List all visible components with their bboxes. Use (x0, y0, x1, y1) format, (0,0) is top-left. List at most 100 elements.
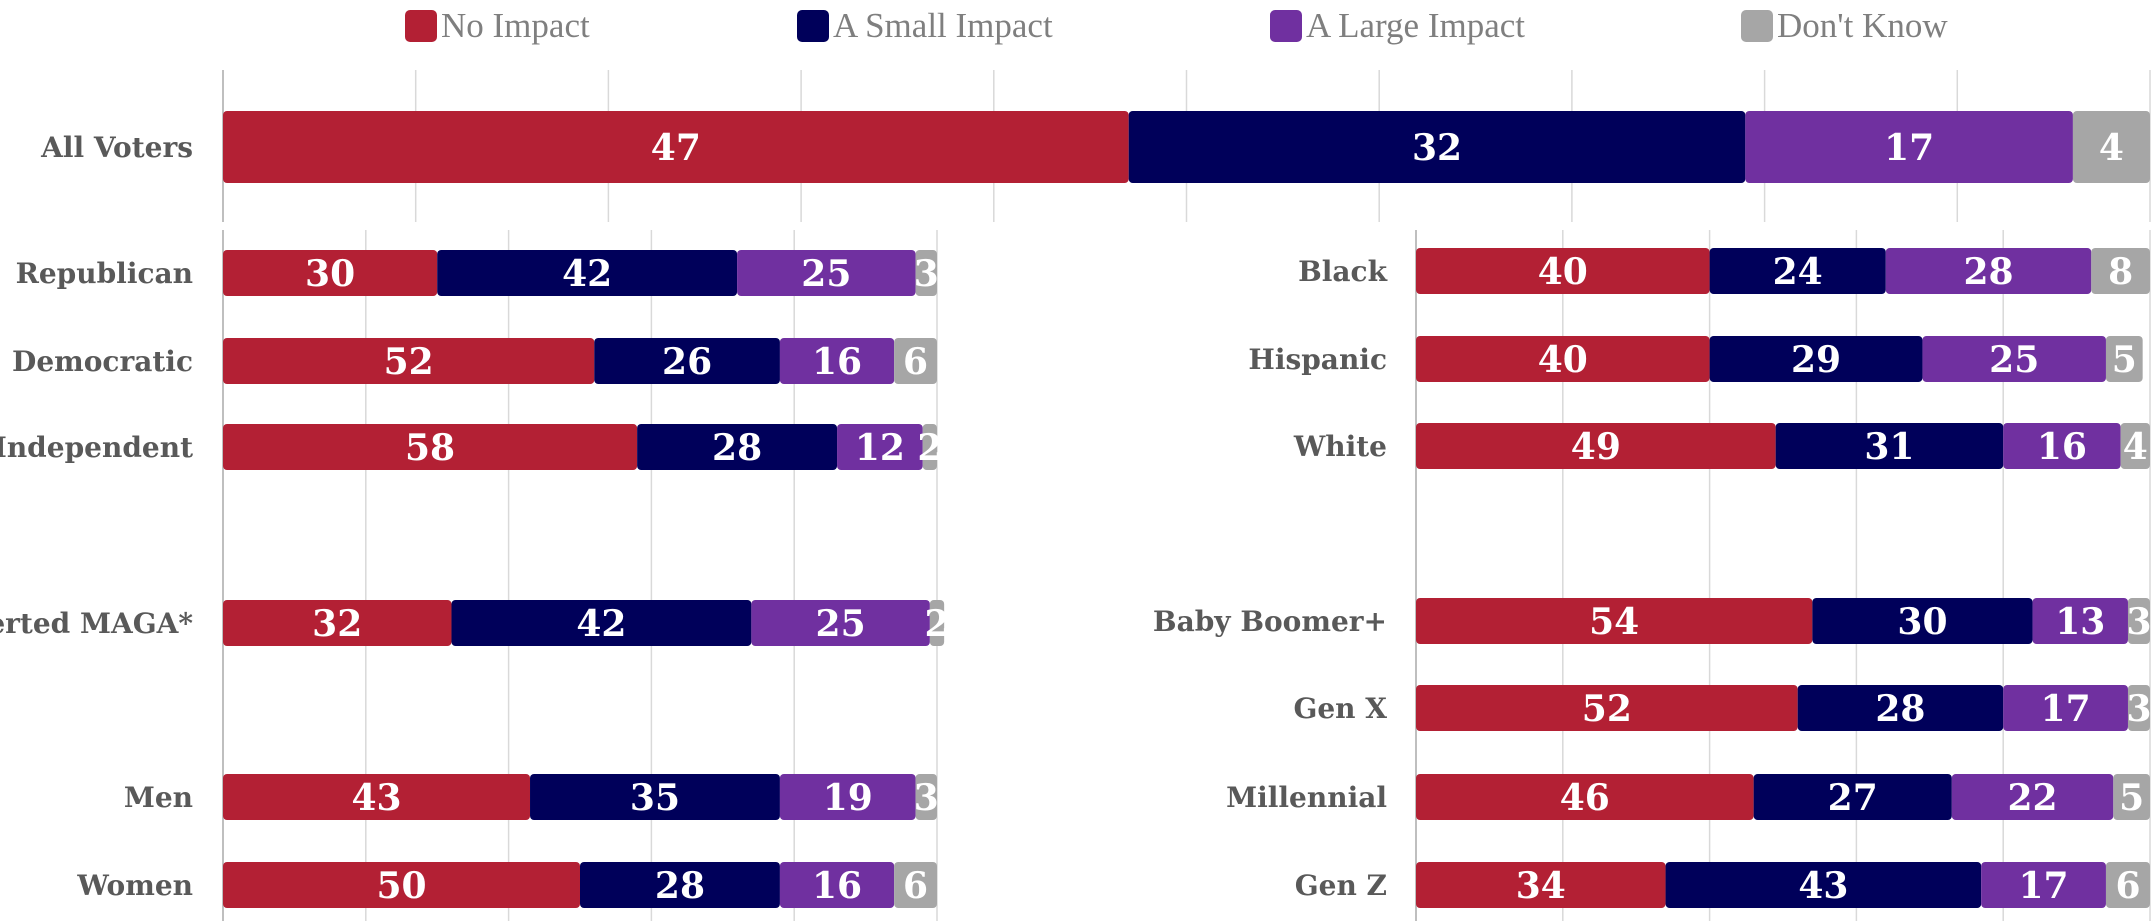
data-label: 6 (903, 865, 928, 907)
bar-segment-a-small-impact (1775, 423, 2004, 469)
chart-panel-3: Black 40 24 28 8 Hispanic 40 29 25 5 White 49 31 16 4 B… (1153, 230, 2151, 921)
bar-segment-no-impact (1416, 423, 1776, 469)
data-label: 49 (1571, 426, 1621, 468)
data-label: 47 (651, 127, 701, 169)
data-label: 3 (914, 777, 939, 819)
bar-segment-a-large-impact (1951, 774, 2114, 820)
data-label: 28 (1875, 688, 1925, 730)
data-label: 32 (1412, 127, 1462, 169)
bar-row-gen-x: Gen X 52 28 17 3 (1293, 685, 2151, 731)
bar-segment-don-t-know (2091, 248, 2150, 294)
data-label: 12 (855, 427, 905, 469)
data-label: 3 (914, 253, 939, 295)
legend-label-no-impact: No Impact (441, 6, 590, 45)
data-label: 35 (630, 777, 680, 819)
data-label: 5 (2119, 777, 2144, 819)
bar-segment-a-large-impact (1885, 248, 2092, 294)
bar-segment-no-impact (1416, 862, 1666, 908)
bar-row-hispanic: Hispanic 40 29 25 5 (1248, 336, 2143, 382)
bar-segment-a-large-impact (1922, 336, 2106, 382)
bar-segment-a-large-impact (1745, 111, 2073, 183)
bar-segment-a-large-impact (2003, 423, 2121, 469)
bar-segment-don-t-know (915, 774, 937, 820)
bar-segment-no-impact (1416, 685, 1798, 731)
data-label: 3 (2126, 601, 2151, 643)
data-label: 52 (1582, 688, 1632, 730)
data-label: 30 (1897, 601, 1947, 643)
data-label: 16 (812, 865, 862, 907)
data-label: 16 (2037, 426, 2087, 468)
data-label: 30 (305, 253, 355, 295)
legend-swatch-no-impact (405, 10, 437, 42)
category-label: Independent (0, 431, 193, 464)
data-label: 17 (2019, 865, 2069, 907)
data-label: 16 (812, 341, 862, 383)
bar-segment-no-impact (1416, 774, 1754, 820)
bar-row-gen-z: Gen Z 34 43 17 6 (1295, 862, 2150, 908)
bar-segment-a-large-impact (2003, 685, 2128, 731)
data-label: 6 (903, 341, 928, 383)
data-label: 22 (2008, 777, 2058, 819)
data-label: 8 (2108, 251, 2133, 293)
legend-label-dont-know: Don't Know (1777, 6, 1948, 45)
bar-segment-don-t-know (922, 424, 937, 470)
category-label: Democratic (12, 345, 193, 378)
legend-item-large-impact: A Large Impact (1270, 6, 1525, 46)
bar-segment-a-small-impact (451, 600, 752, 646)
bar-row-men: Men 43 35 19 3 (124, 774, 939, 820)
data-label: 5 (2112, 339, 2137, 381)
bar-segment-a-large-impact (779, 862, 895, 908)
chart-panel-1: All Voters 47 32 17 4 (40, 70, 2151, 222)
data-label: 2 (924, 603, 949, 645)
bar-row-women: Women 50 28 16 6 (76, 862, 937, 908)
bar-row-millennial: Millennial 46 27 22 5 (1226, 774, 2150, 820)
bar-segment-a-small-impact (530, 774, 780, 820)
legend-swatch-small-impact (797, 10, 829, 42)
bar-row-independent: Independent 58 28 12 2 (0, 424, 942, 470)
bar-segment-no-impact (1416, 336, 1710, 382)
bar-segment-a-small-impact (1665, 862, 1982, 908)
bar-row-white: White 49 31 16 4 (1293, 423, 2150, 469)
bar-segment-a-small-impact (1753, 774, 1952, 820)
bar-segment-a-large-impact (837, 424, 923, 470)
data-label: 24 (1773, 251, 1823, 293)
data-label: 28 (655, 865, 705, 907)
bar-segment-a-small-impact (1797, 685, 2004, 731)
data-label: 54 (1589, 601, 1639, 643)
bar-segment-a-large-impact (779, 338, 895, 384)
data-label: 26 (662, 341, 712, 383)
bar-row-republican: Republican 30 42 25 3 (16, 250, 939, 296)
bar-row-black: Black 40 24 28 8 (1298, 248, 2150, 294)
bar-segment-a-large-impact (1981, 862, 2106, 908)
data-label: 28 (1963, 251, 2013, 293)
bar-segment-a-small-impact (437, 250, 738, 296)
data-label: 29 (1791, 339, 1841, 381)
bar-segment-no-impact (1416, 598, 1813, 644)
data-label: 43 (1798, 865, 1848, 907)
data-label: 28 (712, 427, 762, 469)
bar-segment-a-large-impact (737, 250, 916, 296)
chart-legend: No Impact A Small Impact A Large Impact … (0, 0, 2151, 52)
data-label: 32 (312, 603, 362, 645)
data-label: 3 (2126, 688, 2151, 730)
bar-row-democratic: Democratic 52 26 16 6 (12, 338, 937, 384)
category-label: Converted MAGA* (0, 607, 193, 640)
bar-segment-no-impact (223, 250, 438, 296)
data-label: 52 (384, 341, 434, 383)
bar-segment-a-small-impact (1128, 111, 1746, 183)
bar-segment-don-t-know (894, 862, 937, 908)
legend-swatch-large-impact (1270, 10, 1302, 42)
legend-label-large-impact: A Large Impact (1306, 6, 1525, 45)
data-label: 46 (1560, 777, 1610, 819)
bar-segment-don-t-know (2105, 862, 2150, 908)
category-label: Baby Boomer+ (1153, 605, 1387, 638)
data-label: 25 (816, 603, 866, 645)
category-label: White (1293, 430, 1387, 463)
bar-segment-no-impact (223, 338, 595, 384)
bar-segment-don-t-know (2127, 685, 2150, 731)
bar-segment-don-t-know (2105, 336, 2143, 382)
data-label: 40 (1538, 251, 1588, 293)
data-label: 31 (1864, 426, 1914, 468)
bar-segment-a-large-impact (2032, 598, 2128, 644)
